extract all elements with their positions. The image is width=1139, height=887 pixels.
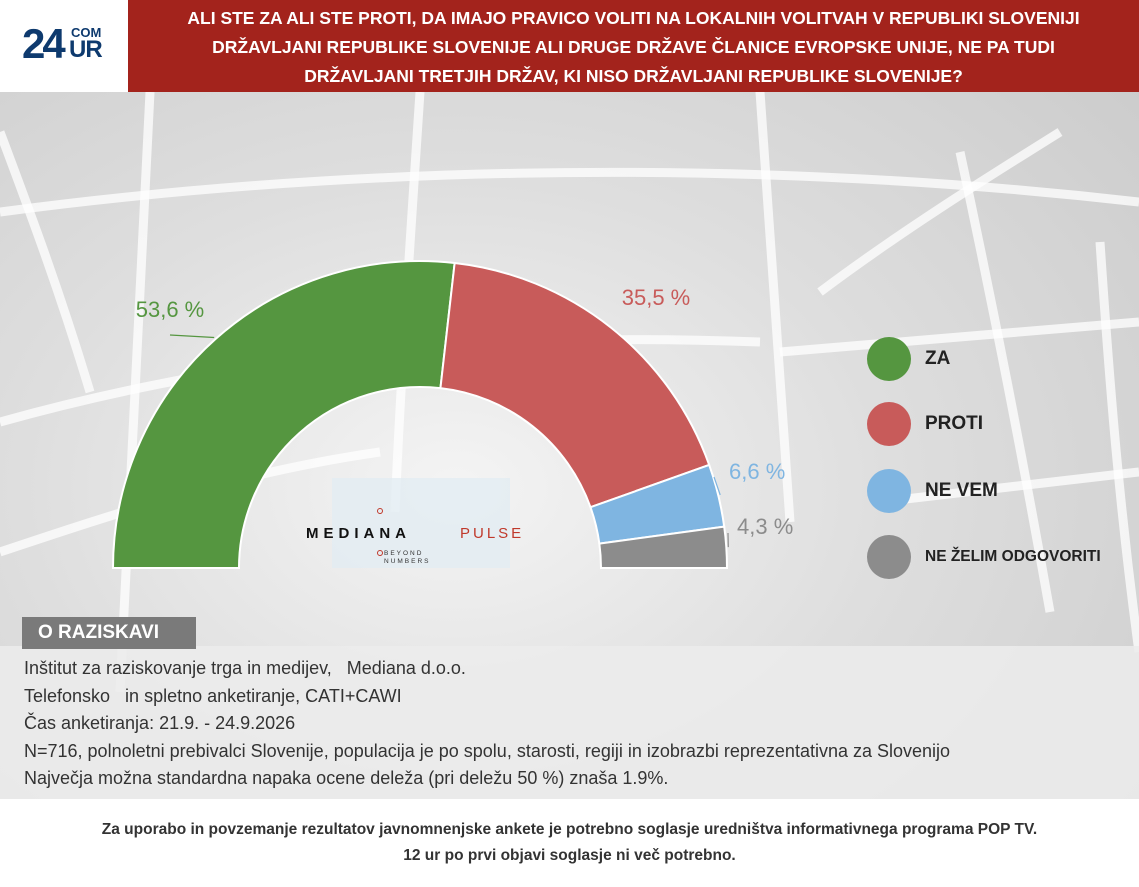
legend-label: PROTI [925, 413, 984, 434]
legend-swatch [867, 402, 911, 446]
footer-line: 12 ur po prvi objavi soglasje ni več pot… [403, 847, 736, 864]
about-line: Največja možna standardna napaka ocene d… [24, 768, 669, 788]
about-line: N=716, polnoletni prebivalci Slovenije, … [24, 740, 951, 761]
title-line: DRŽAVLJANI REPUBLIKE SLOVENIJE ALI DRUGE… [212, 37, 1055, 57]
legend-swatch [867, 535, 911, 579]
logo-ur: UR [69, 36, 103, 63]
mediana-pulse-watermark: MEDIANA PULSE BEYOND NUMBERS [306, 478, 521, 568]
logo-com: COM [71, 25, 102, 40]
data-label-4: 4,3 % [737, 514, 793, 539]
legend-item-za[interactable]: ZA [867, 337, 950, 381]
watermark-tag-line: BEYOND [384, 550, 424, 557]
leader-line-3 [713, 476, 721, 496]
legend-swatch [867, 337, 911, 381]
chart-slice-1[interactable] [111, 260, 456, 569]
header-banner: 24 COM UR ALI STE ZA ALI STE PROTI, DA I… [0, 0, 1139, 92]
watermark-tagline: BEYOND NUMBERS [384, 550, 431, 566]
watermark-accent: PULSE [460, 525, 525, 542]
legend-label: NE VEM [925, 480, 998, 501]
about-line: Čas anketiranja: 21.9. - 24.9.2026 [24, 713, 296, 733]
legend-item-ne-vem[interactable]: NE VEM [867, 469, 998, 513]
leader-line-1 [169, 334, 215, 339]
logo-24: 24 [22, 20, 66, 67]
chart-slice-4[interactable] [598, 525, 729, 569]
about-line: Telefonsko in spletno anketiranje, CATI+… [24, 685, 402, 706]
data-label-1: 53,6 % [136, 297, 205, 322]
legend-swatch [867, 469, 911, 513]
title-line: DRŽAVLJANI TRETJIH DRŽAV, KI NISO DRŽAVL… [304, 66, 963, 86]
watermark-tag-line: NUMBERS [384, 558, 431, 565]
watermark-dot [377, 550, 383, 556]
footer-disclaimer: Za uporabo in povzemanje rezultatov javn… [0, 799, 1139, 887]
legend-label: ZA [925, 348, 951, 369]
title-line: ALI STE ZA ALI STE PROTI, DA IMAJO PRAVI… [187, 8, 1080, 28]
watermark-word: MEDIANA [306, 525, 411, 542]
about-line: Inštitut za raziskovanje trga in medijev… [24, 658, 466, 678]
watermark-dot [377, 508, 383, 514]
legend-item-proti[interactable]: PROTI [867, 402, 983, 446]
chart-slice-2[interactable] [439, 261, 711, 509]
semicircle-chart: 53,6 % 35,5 % 6,6 % 4,3 % [111, 260, 793, 569]
chart-title: ALI STE ZA ALI STE PROTI, DA IMAJO PRAVI… [128, 0, 1139, 92]
logo[interactable]: 24 COM UR [0, 0, 128, 92]
about-heading: O RAZISKAVI [22, 617, 196, 649]
about-details: Inštitut za raziskovanje trga in medijev… [24, 655, 950, 793]
footer-line: Za uporabo in povzemanje rezultatov javn… [101, 821, 1038, 838]
legend-item-ne-zelim-odgovoriti[interactable]: NE ŽELIM ODGOVORITI [867, 535, 1101, 579]
data-label-3: 6,6 % [729, 459, 785, 484]
legend-label: NE ŽELIM ODGOVORITI [925, 548, 1101, 565]
about-panel [0, 646, 1139, 799]
data-label-2: 35,5 % [622, 285, 691, 310]
